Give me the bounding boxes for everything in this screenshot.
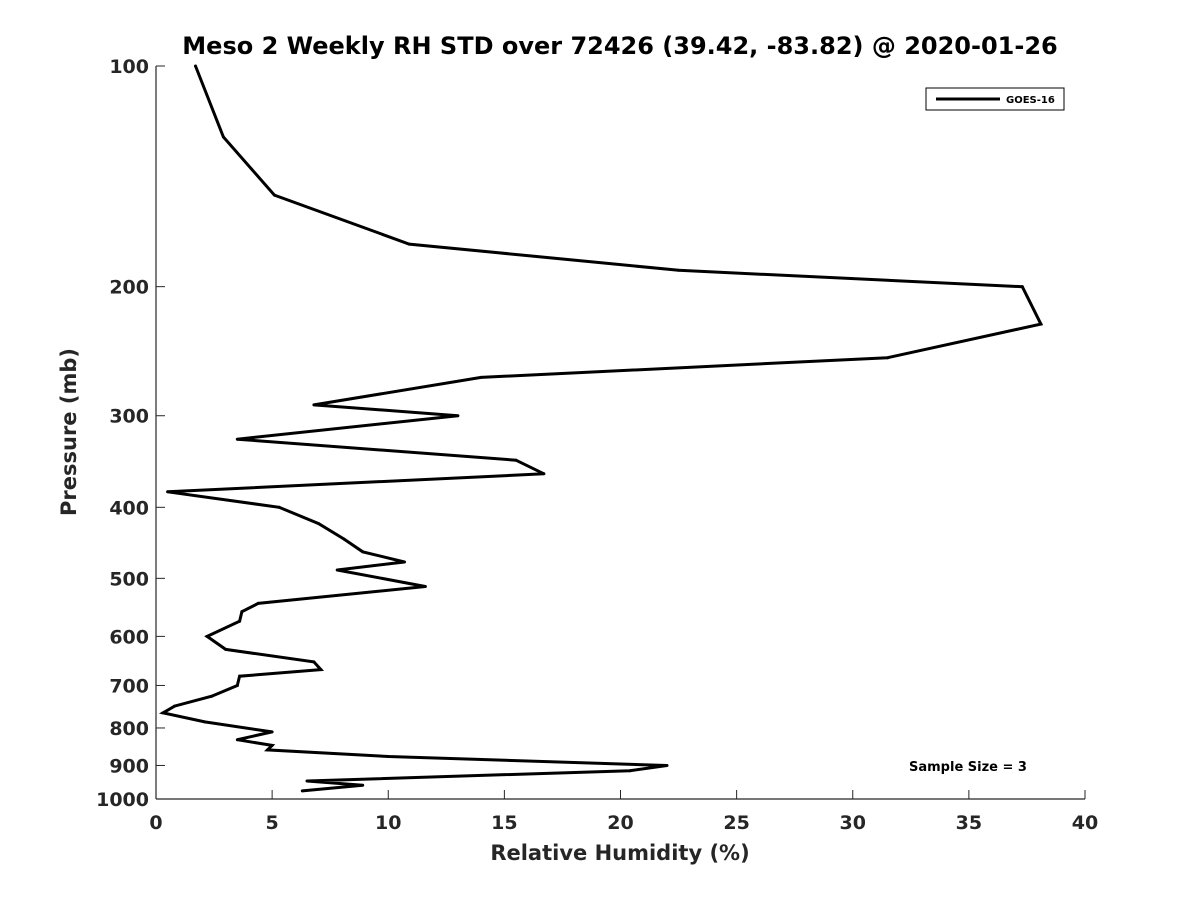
data-point [677,268,681,272]
data-point [1020,285,1024,289]
data-point [235,738,239,742]
plot-axes: 0 5 10 15 20 25 30 35 40 100 200 300 400 500 600 700 800… [96,56,1098,834]
y-tick-label: 600 [109,626,149,648]
x-tick-label: 35 [956,812,982,834]
x-tick-label: 15 [491,812,517,834]
data-point [386,755,390,758]
data-point [238,619,242,623]
y-axis-label: Pressure (mb) [57,348,81,516]
y-tick-label: 100 [109,56,149,78]
data-point [305,779,309,783]
data-point [238,674,242,678]
y-tick-label: 1000 [96,789,149,811]
x-tick-label: 5 [266,812,279,834]
data-point [1039,322,1043,326]
y-tick-label: 900 [109,755,149,777]
data-point [240,610,244,614]
sample-size-annotation: Sample Size = 3 [909,760,1027,775]
x-tick-label: 10 [375,812,401,834]
data-point [456,414,460,418]
data-point [221,135,225,139]
data-point [317,522,321,526]
data-point [266,748,269,752]
data-point [270,730,274,734]
series-layer [158,64,1044,793]
y-tick-label: 300 [109,406,149,428]
data-point [194,64,197,68]
data-point [272,193,276,197]
y-tick-label: 700 [109,675,149,697]
data-point [423,585,427,588]
x-tick-label: 30 [840,812,866,834]
chart-title: Meso 2 Weekly RH STD over 72426 (39.42, … [182,32,1057,60]
data-point [161,711,165,715]
data-point [203,720,207,724]
data-point [665,764,669,767]
x-tick-label: 40 [1072,812,1098,834]
data-point [210,694,214,698]
data-point [361,550,365,554]
y-tick-label: 200 [109,277,149,299]
data-point [479,375,483,379]
data-point [542,472,546,476]
data-point [514,458,518,462]
data-point [312,403,316,407]
data-point [403,560,406,564]
data-point [235,684,239,687]
legend: GOES-16 [925,87,1065,111]
series-line-goes-16 [158,65,1044,793]
y-tick-label: 500 [109,568,149,590]
x-tick-label: 20 [607,812,633,834]
data-point [319,668,323,672]
data-point [407,242,411,246]
data-point [300,789,304,793]
y-tick-label: 800 [109,718,149,740]
x-tick-label: 0 [149,812,162,834]
data-point [277,505,281,509]
data-point [205,634,209,638]
data-point [312,660,316,664]
x-axis-label: Relative Humidity (%) [490,841,749,865]
data-point [361,783,365,787]
data-point [886,356,890,360]
data-point [628,769,632,773]
y-tick-label: 400 [109,497,149,519]
data-point [224,647,228,651]
data-point [342,537,346,541]
x-tick-label: 25 [723,812,749,834]
data-point [166,490,170,494]
data-point [256,601,260,605]
data-point [335,568,339,572]
data-point [235,437,239,441]
data-point [270,743,274,747]
legend-label-goes-16: GOES-16 [1006,95,1055,106]
data-point [173,704,177,708]
